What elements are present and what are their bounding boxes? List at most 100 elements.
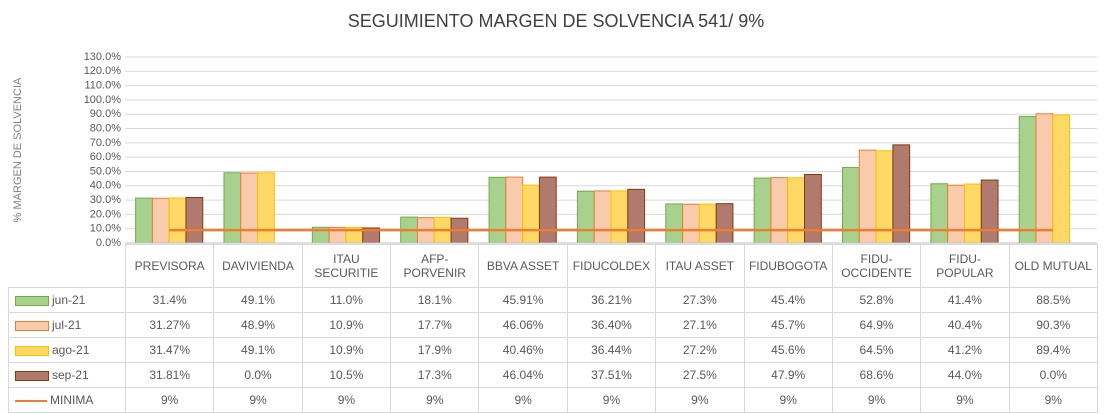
legend-label: jun-21: [52, 293, 86, 307]
y-tick-label: 60.0%: [90, 151, 121, 163]
data-label: 31.4%: [124, 287, 215, 313]
legend-label: sep-21: [52, 368, 89, 382]
y-tick-label: 10.0%: [90, 223, 121, 235]
table-row: MINIMA 9% 9% 9% 9% 9% 9% 9% 9% 9% 9% 9%: [8, 387, 1098, 413]
bar: [522, 184, 540, 244]
data-label: 27.5%: [655, 362, 745, 388]
legend-swatch: [15, 320, 49, 331]
y-tick-label: 20.0%: [90, 208, 121, 220]
table-row: jun-21 31.4% 49.1% 11.0% 18.1% 45.91% 36.21% 27…: [8, 287, 1098, 313]
data-label: 49.1%: [213, 337, 303, 363]
data-label: 9%: [920, 387, 1010, 413]
data-label: 40.46%: [478, 337, 568, 363]
legend-entry: MINIMA: [8, 387, 126, 413]
category-label: FIDU-OCCIDENTE: [831, 244, 922, 288]
table-row: sep-21 31.81% 0.0% 10.5% 17.3% 46.04% 37.51% 27…: [8, 362, 1098, 388]
data-label: 9%: [655, 387, 745, 413]
y-tick-label: 100.0%: [84, 94, 122, 106]
y-tick-label: 130.0%: [84, 51, 122, 63]
data-label: 44.0%: [920, 362, 1010, 388]
legend-swatch: [15, 345, 49, 356]
legend-entry: jun-21: [8, 287, 126, 313]
bar: [135, 197, 153, 244]
data-table: PREVISORA DAVIVIENDA ITAU SECURITIE AFP-POR…: [8, 244, 1098, 413]
data-label: 46.04%: [478, 362, 568, 388]
y-tick-label: 40.0%: [90, 180, 121, 192]
y-axis-title: % MARGEN DE SOLVENCIA: [12, 77, 24, 222]
data-label: 17.7%: [390, 312, 480, 338]
category-label: ITAU SECURITIE: [301, 244, 392, 288]
data-label: 49.1%: [213, 287, 303, 313]
data-label: 45.91%: [478, 287, 568, 313]
legend-swatch: [15, 399, 47, 402]
data-label: 64.9%: [831, 312, 922, 338]
bar: [804, 173, 822, 244]
data-label: 9%: [566, 387, 657, 413]
bar: [257, 172, 275, 244]
data-label: 45.7%: [743, 312, 833, 338]
category-label: DAVIVIENDA: [213, 244, 303, 288]
category-label: BBVA ASSET: [478, 244, 568, 288]
data-label: 10.9%: [301, 312, 392, 338]
category-label: ITAU ASSET: [655, 244, 745, 288]
data-label: 64.5%: [831, 337, 922, 363]
bar: [223, 172, 242, 244]
bar: [698, 203, 717, 244]
bar: [593, 190, 612, 244]
data-label: 46.06%: [478, 312, 568, 338]
data-label: 27.3%: [655, 287, 745, 313]
data-label: 9%: [390, 387, 480, 413]
bar: [240, 172, 259, 244]
legend-label: ago-21: [52, 343, 90, 357]
bar: [505, 176, 524, 244]
bar: [1052, 114, 1071, 244]
data-label: 18.1%: [390, 287, 480, 313]
y-tick-label: 110.0%: [85, 80, 122, 92]
bar: [1018, 115, 1037, 244]
data-label: 68.6%: [831, 362, 922, 388]
bar: [770, 177, 789, 244]
data-label: 41.4%: [920, 287, 1010, 313]
data-label: 41.2%: [920, 337, 1010, 363]
data-label: 90.3%: [1008, 312, 1098, 338]
data-label: 37.51%: [566, 362, 657, 388]
bar: [576, 190, 595, 244]
bar: [185, 196, 204, 244]
legend-label: jul-21: [52, 318, 82, 332]
y-tick-label: 80.0%: [90, 122, 121, 134]
y-tick-label: 90.0%: [90, 108, 121, 120]
data-label: 10.5%: [301, 362, 392, 388]
bar: [488, 176, 507, 244]
data-label: 36.21%: [566, 287, 657, 313]
data-label: 31.81%: [124, 362, 215, 388]
category-label: FIDU-POPULAR: [920, 244, 1010, 288]
legend-label: MINIMA: [50, 393, 94, 407]
table-header: PREVISORA DAVIVIENDA ITAU SECURITIE AFP-POR…: [9, 244, 1098, 288]
y-tick-label: 0.0%: [96, 237, 121, 249]
data-label: 9%: [831, 387, 922, 413]
bar: [538, 176, 557, 244]
bar: [787, 177, 806, 244]
data-label: 9%: [1008, 387, 1098, 413]
legend-entry: jul-21: [8, 312, 126, 338]
data-label: 31.27%: [124, 312, 215, 338]
bar: [715, 203, 734, 244]
data-label: 9%: [124, 387, 215, 413]
data-label: 0.0%: [1008, 362, 1098, 388]
bar: [665, 203, 684, 244]
bar: [980, 179, 999, 244]
category-label: PREVISORA: [124, 244, 215, 288]
y-tick-label: 30.0%: [90, 194, 121, 206]
table-row: jul-21 31.27% 48.9% 10.9% 17.7% 46.06% 36.40% 2…: [8, 312, 1098, 338]
bar: [842, 166, 860, 244]
legend-swatch: [15, 370, 49, 381]
category-label: AFP-PORVENIR: [390, 244, 480, 288]
bar: [610, 190, 629, 244]
data-label: 48.9%: [213, 312, 303, 338]
bar: [682, 203, 700, 244]
legend-entry: ago-21: [8, 337, 126, 363]
data-label: 36.40%: [566, 312, 657, 338]
bar: [947, 184, 965, 244]
y-tick-label: 70.0%: [90, 137, 121, 149]
